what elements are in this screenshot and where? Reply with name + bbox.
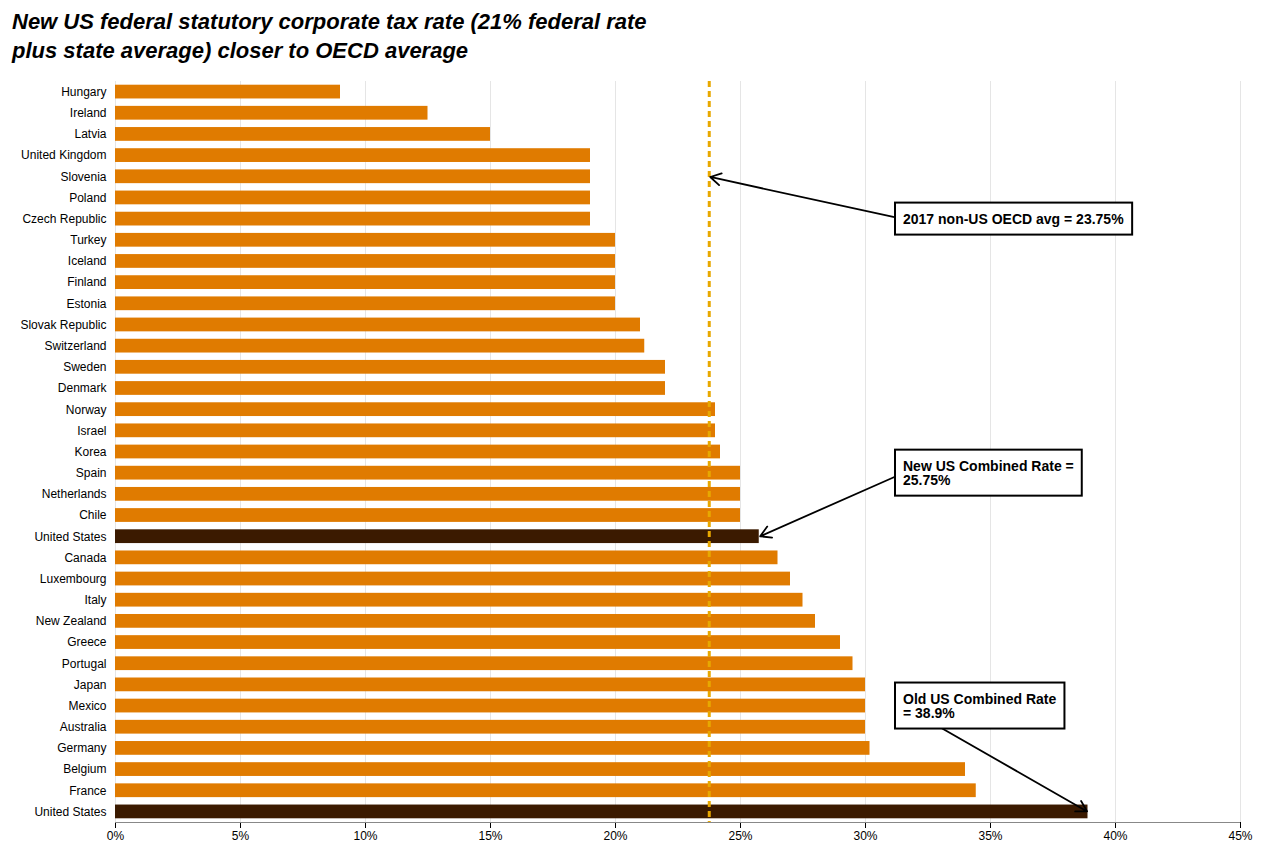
- svg-text:Slovenia: Slovenia: [60, 170, 106, 184]
- svg-text:Korea: Korea: [74, 445, 106, 459]
- svg-text:Slovak Republic: Slovak Republic: [20, 318, 106, 332]
- svg-text:Australia: Australia: [60, 720, 107, 734]
- svg-text:Norway: Norway: [66, 403, 107, 417]
- svg-text:10%: 10%: [353, 829, 377, 843]
- svg-text:Mexico: Mexico: [68, 699, 106, 713]
- svg-text:2017 non-US OECD avg = 23.75%: 2017 non-US OECD avg = 23.75%: [903, 211, 1124, 227]
- svg-text:France: France: [69, 784, 107, 798]
- svg-text:Chile: Chile: [79, 509, 107, 523]
- svg-text:Turkey: Turkey: [70, 233, 106, 247]
- svg-text:United States: United States: [34, 805, 106, 819]
- svg-text:20%: 20%: [603, 829, 627, 843]
- svg-text:Latvia: Latvia: [74, 127, 106, 141]
- svg-text:0%: 0%: [107, 829, 125, 843]
- svg-text:Belgium: Belgium: [63, 763, 106, 777]
- svg-text:Canada: Canada: [64, 551, 106, 565]
- svg-text:Sweden: Sweden: [63, 360, 106, 374]
- svg-text:New US Combined Rate =25.75%: New US Combined Rate =25.75%: [903, 458, 1074, 488]
- svg-text:Netherlands: Netherlands: [42, 487, 107, 501]
- svg-text:45%: 45%: [1228, 829, 1252, 843]
- svg-text:Denmark: Denmark: [58, 382, 108, 396]
- svg-text:Luxembourg: Luxembourg: [40, 572, 107, 586]
- svg-text:Spain: Spain: [76, 466, 107, 480]
- svg-text:Hungary: Hungary: [61, 85, 106, 99]
- svg-text:Estonia: Estonia: [66, 297, 106, 311]
- svg-text:Japan: Japan: [74, 678, 107, 692]
- svg-text:United States: United States: [34, 530, 106, 544]
- html-text:New US federal statutory corpo: New US federal statutory corporate tax r…: [12, 9, 647, 63]
- svg-text:Portugal: Portugal: [62, 657, 107, 671]
- svg-text:25%: 25%: [728, 829, 752, 843]
- svg-text:Poland: Poland: [69, 191, 106, 205]
- svg-text:35%: 35%: [978, 829, 1002, 843]
- svg-text:40%: 40%: [1103, 829, 1127, 843]
- svg-text:Finland: Finland: [67, 276, 106, 290]
- svg-text:5%: 5%: [232, 829, 250, 843]
- svg-text:15%: 15%: [478, 829, 502, 843]
- svg-text:New Zealand: New Zealand: [36, 614, 107, 628]
- svg-text:Switzerland: Switzerland: [44, 339, 106, 353]
- svg-text:Iceland: Iceland: [68, 254, 107, 268]
- svg-text:Old US Combined Rate= 38.9%: Old US Combined Rate= 38.9%: [903, 691, 1056, 721]
- svg-text:Czech Republic: Czech Republic: [22, 212, 106, 226]
- svg-text:United Kingdom: United Kingdom: [21, 149, 106, 163]
- svg-text:30%: 30%: [853, 829, 877, 843]
- svg-text:Ireland: Ireland: [70, 106, 107, 120]
- svg-text:Italy: Italy: [84, 593, 106, 607]
- svg-text:Germany: Germany: [57, 741, 106, 755]
- svg-text:Israel: Israel: [77, 424, 106, 438]
- svg-text:Greece: Greece: [67, 636, 107, 650]
